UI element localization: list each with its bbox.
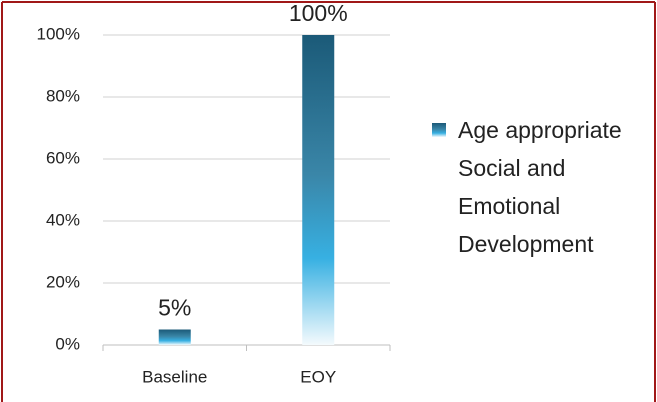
x-tick-label: Baseline xyxy=(142,367,207,386)
x-tick-label: EOY xyxy=(300,367,336,386)
y-tick-label: 60% xyxy=(46,148,80,167)
bar xyxy=(158,329,191,345)
bar xyxy=(302,35,335,345)
data-label: 5% xyxy=(158,295,191,321)
y-tick-label: 100% xyxy=(37,24,80,43)
data-label: 100% xyxy=(289,0,348,26)
y-tick-label: 20% xyxy=(46,272,80,291)
y-tick-label: 0% xyxy=(55,334,80,353)
legend-label: Age appropriate Social and Emotional Dev… xyxy=(458,117,628,257)
y-tick-label: 40% xyxy=(46,210,80,229)
y-tick-label: 80% xyxy=(46,86,80,105)
legend-swatch xyxy=(432,123,446,137)
